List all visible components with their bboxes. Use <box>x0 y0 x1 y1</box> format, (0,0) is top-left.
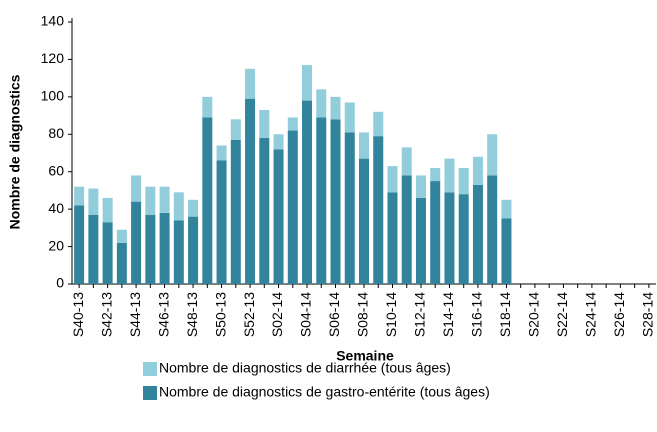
bar <box>401 175 412 284</box>
y-tick-label: 100 <box>41 88 65 104</box>
bar <box>188 199 199 217</box>
bar <box>116 229 127 243</box>
bar <box>74 205 85 284</box>
x-tick-label: S04-14 <box>298 292 314 337</box>
y-tick-label: 0 <box>56 275 64 291</box>
bar <box>487 175 498 284</box>
bar <box>316 117 327 284</box>
legend-swatch <box>143 362 157 376</box>
bar <box>458 167 469 195</box>
bar <box>344 132 355 284</box>
bar <box>415 197 426 284</box>
y-tick-label: 40 <box>48 200 64 216</box>
bar <box>259 138 270 284</box>
bar <box>472 156 483 185</box>
bar <box>344 102 355 133</box>
y-tick-label: 60 <box>48 162 64 178</box>
bar <box>145 186 156 215</box>
bar <box>330 119 341 284</box>
bar <box>188 216 199 284</box>
x-tick-label: S10-14 <box>383 292 399 337</box>
bar <box>387 192 398 284</box>
bar <box>273 149 284 284</box>
legend-label: Nombre de diagnostics de diarrhée (tous … <box>159 360 451 376</box>
bar <box>131 175 142 202</box>
bar <box>316 89 327 118</box>
x-tick-label: S40-13 <box>70 292 86 337</box>
bar <box>88 188 99 215</box>
x-axis-title: Semaine <box>336 348 394 364</box>
bar <box>159 212 170 284</box>
bar <box>173 220 184 284</box>
x-tick-label: S12-14 <box>412 292 428 337</box>
y-axis-title: Nombre de diagnostics <box>7 74 23 229</box>
x-tick-label: S42-13 <box>98 292 114 337</box>
bar <box>302 100 313 284</box>
bar <box>430 167 441 182</box>
legend-swatch <box>143 386 157 400</box>
x-tick-label: S44-13 <box>127 292 143 337</box>
bar <box>74 186 85 206</box>
bar <box>230 139 241 284</box>
bar <box>116 242 127 284</box>
x-tick-label: S46-13 <box>155 292 171 337</box>
x-tick-label: S16-14 <box>469 292 485 337</box>
y-tick-label: 80 <box>48 125 64 141</box>
bar <box>501 199 512 219</box>
y-tick-label: 20 <box>48 237 64 253</box>
bar <box>287 117 298 131</box>
bar <box>359 158 369 284</box>
x-tick-label: S50-13 <box>212 292 228 337</box>
bar <box>273 134 284 150</box>
x-tick-label: S14-14 <box>440 292 456 337</box>
bar <box>216 145 227 161</box>
bar <box>501 218 512 284</box>
x-tick-label: S48-13 <box>184 292 200 337</box>
bar <box>102 197 113 223</box>
bar <box>159 186 170 213</box>
bar <box>131 201 142 284</box>
y-tick-label: 120 <box>41 50 65 66</box>
bar <box>373 111 384 137</box>
bar <box>430 181 441 284</box>
bar <box>245 98 256 284</box>
x-tick-label: S52-13 <box>241 292 257 337</box>
bar <box>373 136 384 284</box>
bar <box>216 160 227 284</box>
x-tick-label: S26-14 <box>611 292 627 337</box>
y-tick-label: 140 <box>41 13 65 29</box>
bar <box>287 130 298 284</box>
bar <box>387 166 398 193</box>
x-tick-label: S08-14 <box>355 292 371 337</box>
bar <box>415 175 426 198</box>
bar <box>330 96 341 120</box>
bar <box>444 158 455 193</box>
bar <box>458 194 469 284</box>
x-tick-label: S02-14 <box>269 292 285 337</box>
bar <box>259 109 270 139</box>
bar <box>472 184 483 284</box>
bar <box>230 119 241 140</box>
bar <box>102 222 113 284</box>
bar <box>88 214 99 284</box>
bar <box>202 96 213 118</box>
bar <box>401 147 412 176</box>
bar <box>487 134 498 176</box>
bar <box>302 65 313 101</box>
x-tick-label: S28-14 <box>640 292 656 337</box>
x-tick-label: S18-14 <box>497 292 513 337</box>
x-tick-label: S06-14 <box>326 292 342 337</box>
bar <box>444 192 455 284</box>
bar <box>173 192 184 221</box>
x-tick-label: S20-14 <box>526 292 542 337</box>
bar <box>245 68 256 99</box>
bar <box>202 117 213 284</box>
legend-label: Nombre de diagnostics de gastro-entérite… <box>159 384 490 400</box>
bar <box>359 132 369 159</box>
bar <box>145 214 156 284</box>
x-tick-label: S24-14 <box>583 292 599 337</box>
x-tick-label: S22-14 <box>554 292 570 337</box>
